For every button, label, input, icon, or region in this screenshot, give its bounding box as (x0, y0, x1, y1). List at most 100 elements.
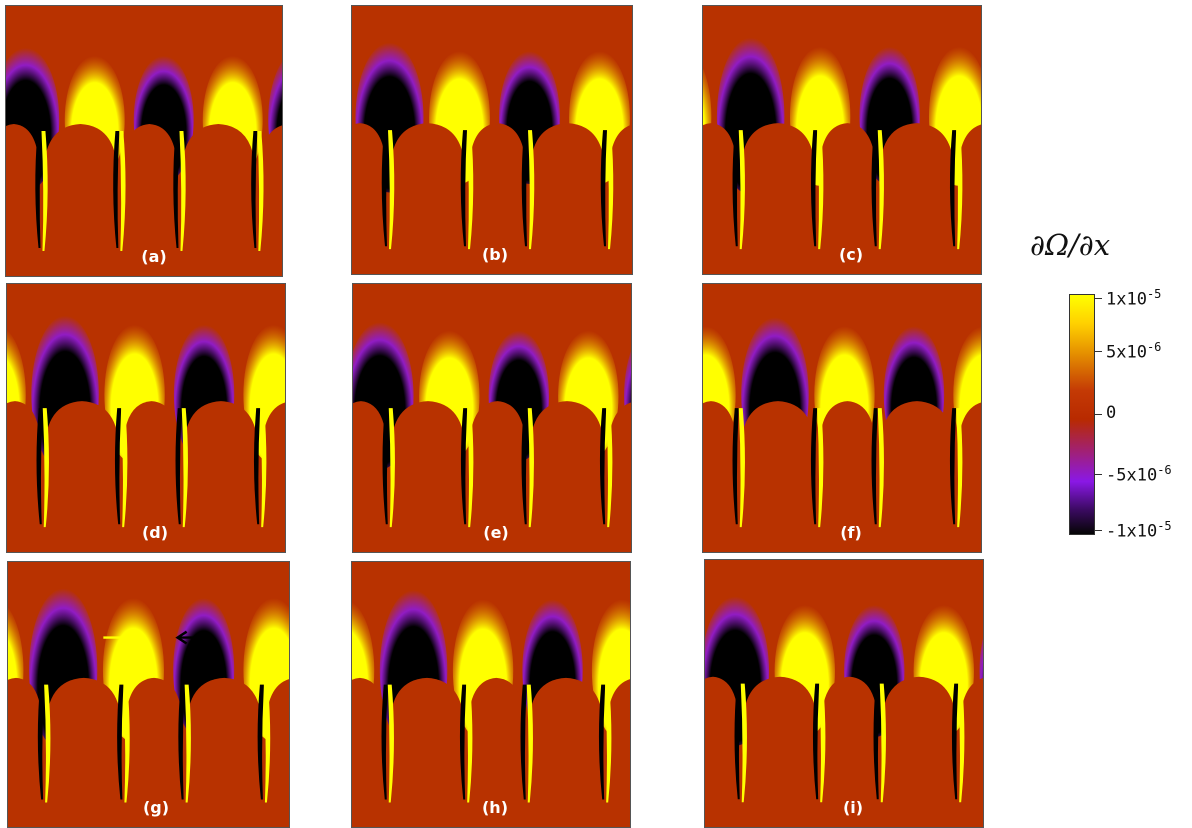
colorbar-tick-mark (1094, 298, 1102, 299)
field-panel: (g) (7, 561, 290, 828)
colorbar-gradient (1069, 294, 1095, 535)
pillar (960, 678, 983, 827)
positive-tongue (181, 408, 188, 528)
colorbar-tick-label: 1x10-5 (1106, 287, 1162, 310)
positive-tongue (123, 684, 130, 803)
positive-tongue (956, 130, 963, 250)
field-map (703, 6, 981, 274)
channel-tongues (381, 684, 612, 803)
negative-tongue (600, 130, 607, 247)
positive-tongue (119, 131, 126, 251)
field-panel: (e) (352, 283, 632, 553)
channel-tongues (732, 408, 963, 528)
positive-tongue (606, 408, 613, 528)
negative-tongue (257, 684, 264, 800)
colorbar-tick-label: 5x10-6 (1106, 340, 1162, 363)
negative-tongue (460, 408, 468, 525)
positive-tongue (179, 131, 186, 251)
colorbar-tick-label: 0 (1106, 403, 1117, 423)
positive-tongue (44, 684, 51, 803)
positive-tongue (42, 408, 49, 528)
pillar (7, 401, 41, 552)
negative-tongue (949, 408, 957, 525)
pillars (6, 124, 282, 276)
panel-label: (f) (840, 523, 862, 542)
pillars (352, 123, 632, 274)
pillar (352, 677, 386, 827)
pillar (958, 124, 981, 274)
pillar (705, 676, 739, 827)
pillar (469, 123, 526, 274)
positive-tongue (607, 130, 614, 250)
negative-tongue (873, 683, 880, 800)
positive-tongue (388, 408, 395, 528)
panel-label: (b) (481, 245, 509, 264)
channel-tongues (734, 683, 965, 803)
negative-tongue (113, 131, 120, 248)
colorbar-tick-mark (1094, 474, 1102, 475)
pillar (879, 401, 955, 552)
pillar (528, 677, 604, 827)
positive-tongue (257, 131, 264, 251)
positive-tongue (467, 130, 474, 250)
pillar (8, 677, 43, 827)
pillars (705, 676, 983, 827)
positive-tongue (466, 684, 473, 803)
pillar (819, 401, 876, 552)
negative-tongue (812, 683, 820, 800)
channel-tongues (35, 131, 264, 251)
pillar (44, 401, 120, 552)
pillar (183, 401, 259, 552)
negative-tongue (114, 408, 122, 525)
negative-tongue (520, 684, 527, 800)
negative-tongue (521, 130, 528, 247)
negative-tongue (599, 408, 607, 525)
pillar (740, 401, 816, 552)
positive-tongue (605, 684, 612, 803)
positive-tongue (467, 408, 474, 528)
pillars (8, 677, 289, 827)
negative-tongue (949, 130, 957, 247)
channel-tongues (36, 408, 267, 528)
negative-tongue (732, 130, 739, 247)
pillars (703, 401, 981, 552)
negative-tongue (871, 130, 878, 247)
negative-tongue (598, 684, 606, 800)
pillar (468, 677, 525, 827)
field-panel: (i) (704, 559, 984, 828)
pillar (819, 123, 876, 274)
pillar (43, 124, 118, 276)
pillars (352, 677, 630, 827)
panel-label: (i) (842, 798, 864, 817)
panel-label: (d) (141, 523, 169, 542)
negative-tongue (734, 683, 741, 800)
field-map (352, 6, 632, 274)
positive-tongue (877, 408, 884, 528)
pillar (186, 677, 262, 827)
field-map (353, 284, 631, 552)
positive-tongue (184, 684, 191, 803)
negative-tongue (117, 684, 124, 800)
positive-tongue (387, 684, 394, 803)
negative-tongue (871, 408, 878, 525)
arrow-right-icon (103, 630, 140, 645)
colorbar-tick-mark (1094, 530, 1102, 531)
channel-tongues (382, 408, 613, 528)
negative-tongue (381, 130, 388, 247)
field-panel: (c) (702, 5, 982, 275)
field-map (7, 284, 285, 552)
pillar (259, 125, 282, 276)
negative-tongue (732, 408, 739, 525)
field-map (703, 284, 981, 552)
positive-tongue (41, 131, 48, 251)
positive-tongue (819, 683, 826, 803)
channel-tongues (732, 130, 963, 250)
negative-tongue (382, 408, 389, 525)
pillar (608, 402, 631, 552)
pillar (881, 676, 957, 827)
pillar (607, 679, 630, 827)
pillars (353, 401, 631, 552)
field-panel: (f) (702, 283, 982, 553)
pillar (529, 401, 605, 552)
pillar (46, 677, 122, 827)
